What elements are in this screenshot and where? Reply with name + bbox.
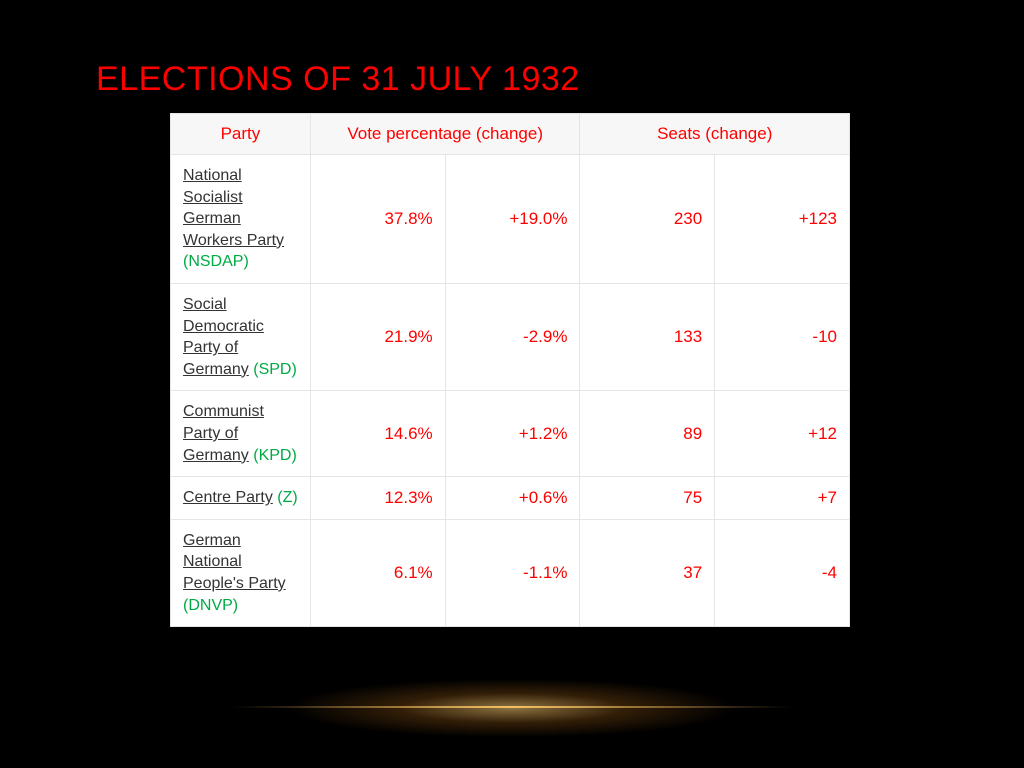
vote-change: +0.6% (445, 477, 580, 520)
election-table: Party Vote percentage (change) Seats (ch… (170, 113, 850, 627)
vote-pct: 6.1% (310, 519, 445, 626)
seats-change: +12 (715, 391, 850, 477)
vote-pct: 14.6% (310, 391, 445, 477)
col-vote: Vote percentage (change) (310, 114, 580, 155)
vote-pct: 21.9% (310, 283, 445, 390)
party-name: Social Democratic Party of Germany (183, 296, 264, 378)
seats: 230 (580, 155, 715, 284)
party-abbr: (SPD) (253, 361, 297, 378)
page-title: ELECTIONS OF 31 JULY 1932 (96, 60, 934, 99)
party-abbr: (KPD) (253, 447, 297, 464)
seats: 75 (580, 477, 715, 520)
slide: ELECTIONS OF 31 JULY 1932 Party Vote per… (0, 0, 1024, 768)
seats: 37 (580, 519, 715, 626)
table-row: German National People's Party (DNVP) 6.… (171, 519, 850, 626)
table-header: Party Vote percentage (change) Seats (ch… (171, 114, 850, 155)
vote-change: -2.9% (445, 283, 580, 390)
party-abbr: (Z) (277, 489, 297, 506)
party-cell: Centre Party (Z) (171, 477, 311, 520)
party-abbr: (DNVP) (183, 597, 238, 614)
seats: 133 (580, 283, 715, 390)
col-party: Party (171, 114, 311, 155)
party-abbr: (NSDAP) (183, 253, 249, 270)
seats-change: -10 (715, 283, 850, 390)
party-cell: Communist Party of Germany (KPD) (171, 391, 311, 477)
seats-change: -4 (715, 519, 850, 626)
table-body: National Socialist German Workers Party … (171, 155, 850, 627)
election-table-container: Party Vote percentage (change) Seats (ch… (170, 113, 850, 627)
party-name: German National People's Party (183, 532, 286, 592)
vote-pct: 12.3% (310, 477, 445, 520)
table-row: Centre Party (Z) 12.3% +0.6% 75 +7 (171, 477, 850, 520)
seats: 89 (580, 391, 715, 477)
col-seats: Seats (change) (580, 114, 850, 155)
table-row: Communist Party of Germany (KPD) 14.6% +… (171, 391, 850, 477)
seats-change: +123 (715, 155, 850, 284)
vote-pct: 37.8% (310, 155, 445, 284)
bottom-glow-decoration (192, 680, 832, 750)
table-row: National Socialist German Workers Party … (171, 155, 850, 284)
party-cell: Social Democratic Party of Germany (SPD) (171, 283, 311, 390)
seats-change: +7 (715, 477, 850, 520)
party-cell: National Socialist German Workers Party … (171, 155, 311, 284)
header-row: Party Vote percentage (change) Seats (ch… (171, 114, 850, 155)
party-name: Centre Party (183, 489, 273, 506)
party-name: National Socialist German Workers Party (183, 167, 284, 249)
vote-change: +1.2% (445, 391, 580, 477)
table-row: Social Democratic Party of Germany (SPD)… (171, 283, 850, 390)
vote-change: -1.1% (445, 519, 580, 626)
party-name: Communist Party of Germany (183, 403, 264, 463)
vote-change: +19.0% (445, 155, 580, 284)
party-cell: German National People's Party (DNVP) (171, 519, 311, 626)
